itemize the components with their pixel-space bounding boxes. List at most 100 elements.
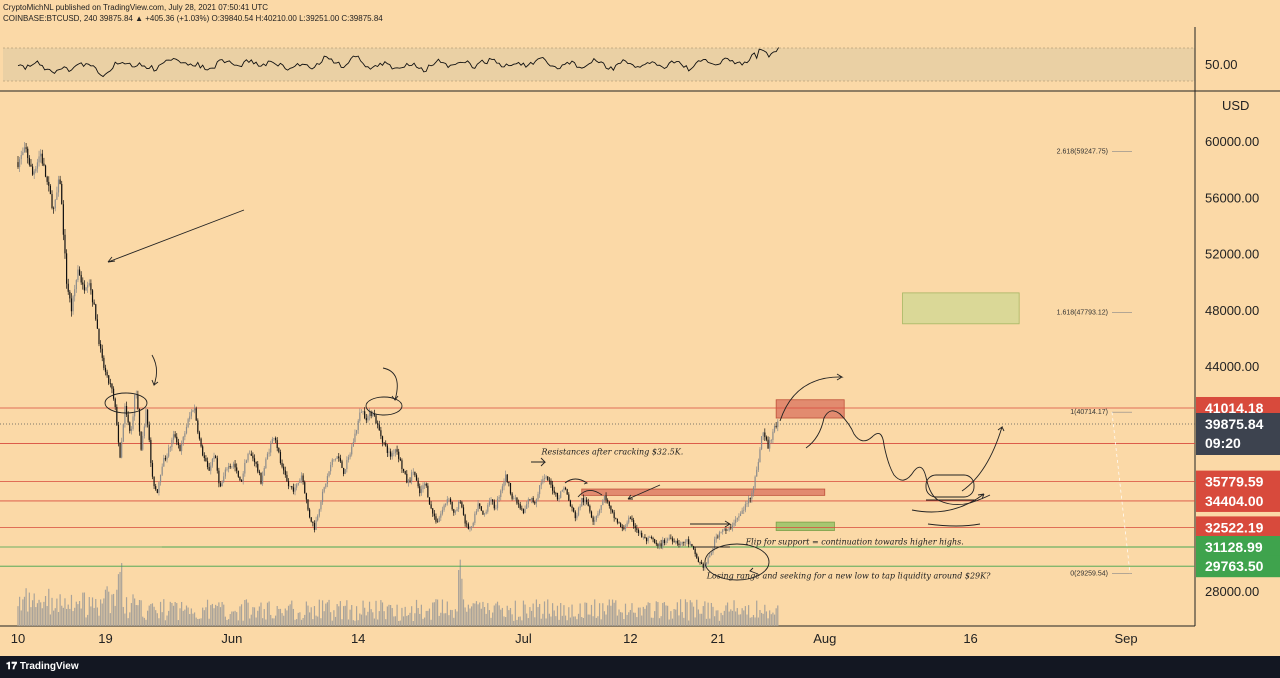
candle-body <box>156 489 158 493</box>
volume-bar <box>432 602 434 626</box>
candle-body <box>519 504 521 509</box>
candle-body <box>545 476 547 478</box>
volume-bar <box>330 612 332 626</box>
candle-body <box>362 411 364 413</box>
candle-body <box>542 479 544 483</box>
candle-body <box>634 525 636 529</box>
footer-bar: 𝟏𝟕 TradingView <box>0 656 1280 678</box>
range-arrow <box>911 493 985 513</box>
volume-bar <box>393 616 395 626</box>
candle-body <box>592 517 594 522</box>
tradingview-logo[interactable]: 𝟏𝟕 TradingView <box>6 661 79 672</box>
candle-body <box>436 521 439 523</box>
volume-bar <box>317 616 319 626</box>
candle-body <box>398 451 400 459</box>
volume-bar <box>216 606 218 626</box>
candle-body <box>341 461 343 468</box>
candle-body <box>649 537 651 538</box>
price-chart[interactable]: 50.00 USD 2.618(59247.75) 1.618(47793.12)… <box>0 0 1280 656</box>
volume-bar <box>582 617 584 626</box>
volume-bar <box>145 619 147 626</box>
volume-bar <box>192 613 194 626</box>
x-tick-label: 12 <box>623 631 637 646</box>
candle-body <box>636 528 638 530</box>
volume-bar <box>239 606 241 626</box>
candle-body <box>731 525 734 529</box>
volume-bar <box>362 600 364 626</box>
candle-body <box>424 483 426 486</box>
volume-bar <box>205 607 207 626</box>
candle-body <box>509 482 512 494</box>
candle-body <box>704 564 706 568</box>
volume-bar <box>260 602 262 626</box>
candle-body <box>151 462 154 477</box>
candle-body <box>67 283 69 292</box>
candle-body <box>271 438 273 444</box>
volume-bar <box>143 617 145 626</box>
candle-body <box>396 449 398 452</box>
volume-bar <box>367 611 369 626</box>
candle-body <box>93 302 95 305</box>
candle-body <box>681 541 683 545</box>
candle-body <box>181 443 183 452</box>
volume-bar <box>25 588 27 626</box>
volume-bar <box>415 599 418 626</box>
candle-body <box>112 388 115 399</box>
candle-body <box>205 458 207 462</box>
trend-arrow-head <box>107 256 116 263</box>
volume-bar <box>323 611 325 626</box>
volume-bar <box>372 612 374 626</box>
candle-body <box>613 512 615 518</box>
volume-bar <box>730 609 732 626</box>
volume-bar <box>333 610 335 626</box>
volume-bar <box>325 603 327 626</box>
volume-bar <box>668 619 670 626</box>
volume-bar <box>665 605 667 626</box>
volume-bar <box>283 615 285 626</box>
candle-body <box>539 485 541 495</box>
candle-body <box>749 498 751 500</box>
volume-bar <box>242 620 244 626</box>
volume-bar <box>688 620 690 626</box>
volume-bar <box>577 613 580 626</box>
candle-body <box>216 458 218 471</box>
zone-support <box>775 521 835 531</box>
volume-bar <box>394 616 397 626</box>
volume-bar <box>158 618 160 626</box>
volume-bar <box>365 615 367 626</box>
volume-bar <box>564 615 567 626</box>
volume-bar <box>717 610 719 626</box>
candle-body <box>461 502 463 508</box>
volume-bar <box>203 610 205 626</box>
volume-bar <box>378 611 380 626</box>
candle-body <box>558 497 560 500</box>
candle-body <box>579 506 581 508</box>
candle-body <box>762 432 764 437</box>
volume-bar <box>190 608 192 626</box>
volume-bar <box>699 613 701 626</box>
volume-bar <box>777 605 779 626</box>
candle-body <box>514 497 516 499</box>
volume-bar <box>61 605 63 626</box>
volume-bar <box>733 600 735 626</box>
volume-bar <box>430 619 432 626</box>
candle-body <box>644 536 646 538</box>
candle-body <box>289 486 291 487</box>
volume-bar <box>723 610 725 626</box>
volume-bar <box>650 617 653 626</box>
volume-bar <box>412 620 414 626</box>
candle-body <box>19 159 21 168</box>
volume-bar <box>458 570 460 626</box>
candle-body <box>195 408 197 421</box>
zone-resistance <box>775 399 845 419</box>
volume-bar <box>542 613 544 626</box>
candle-body <box>221 481 223 487</box>
volume-bar <box>505 617 507 626</box>
candle-body <box>138 408 141 432</box>
volume-bar <box>603 611 606 626</box>
candle-body <box>114 398 116 408</box>
candle-body <box>38 156 40 163</box>
logo-text: TradingView <box>19 661 79 672</box>
candle-body <box>309 509 311 518</box>
candle-body <box>190 411 192 417</box>
